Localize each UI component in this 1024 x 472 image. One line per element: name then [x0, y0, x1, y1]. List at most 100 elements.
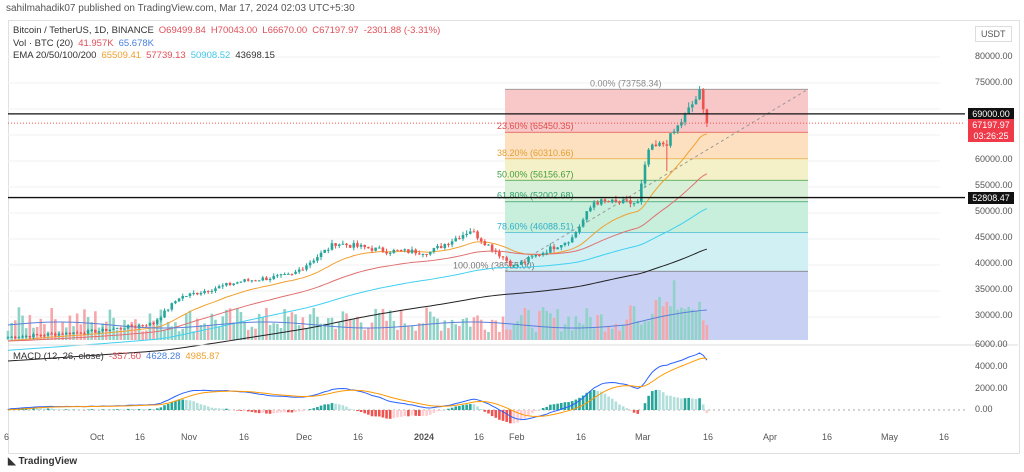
candle — [319, 252, 323, 258]
macd-histogram-bar — [90, 409, 94, 410]
candle — [658, 142, 661, 146]
volume-bar — [24, 328, 28, 340]
volume-bar — [239, 311, 243, 340]
macd-histogram-bar — [356, 410, 359, 412]
volume-bar — [163, 329, 166, 340]
candle — [104, 328, 108, 332]
macd-histogram-bar — [141, 409, 144, 410]
macd-histogram-bar — [643, 403, 647, 410]
candle — [665, 144, 669, 146]
time-tick: Oct — [90, 432, 105, 442]
macd-histogram-bar — [436, 410, 439, 412]
candle — [352, 243, 356, 248]
candle — [563, 242, 567, 246]
volume-bar — [559, 331, 563, 340]
volume-bar — [367, 328, 370, 340]
open: O69499.84 — [158, 25, 206, 36]
macd-histogram-bar — [534, 410, 538, 412]
candle — [134, 326, 137, 328]
candle — [640, 183, 643, 202]
volume-bar — [509, 329, 512, 340]
volume-bar — [94, 311, 97, 340]
candle — [629, 200, 632, 204]
candle — [669, 133, 672, 146]
candle — [556, 247, 559, 250]
candle — [603, 199, 607, 202]
candle — [585, 211, 589, 220]
macd-histogram-bar — [614, 401, 618, 410]
candle — [64, 332, 68, 335]
macd-histogram-bar — [374, 410, 377, 417]
volume-bar — [694, 311, 698, 340]
macd-histogram-bar — [134, 409, 137, 410]
volume-bar — [148, 313, 152, 340]
candle — [185, 295, 188, 297]
volume-bar — [308, 314, 312, 340]
fib-level-label: 23.60% (65450.35) — [497, 121, 574, 131]
macd-tick: 0.00 — [975, 404, 993, 414]
macd-histogram-bar — [312, 408, 316, 410]
candle — [72, 332, 75, 335]
candle — [607, 201, 610, 203]
time-tick: Feb — [509, 432, 525, 442]
volume-bar — [330, 317, 334, 340]
candle — [454, 238, 458, 242]
macd-histogram-bar — [283, 410, 286, 413]
volume-bar — [658, 296, 661, 340]
volume-bar — [672, 280, 676, 340]
macd-hist: -357.60 — [108, 351, 142, 362]
candle — [538, 254, 541, 256]
macd-histogram-bar — [195, 402, 199, 410]
candle — [559, 245, 563, 248]
volume-bar — [494, 320, 498, 340]
time-tick: 16 — [474, 432, 485, 442]
volume-bar — [195, 318, 199, 340]
macd-histogram-bar — [250, 410, 254, 412]
volume-bar — [432, 316, 436, 340]
candle — [439, 246, 443, 248]
candle — [461, 234, 465, 239]
volume-bar — [439, 330, 443, 340]
ema-200-line — [7, 248, 708, 362]
macd-histogram-bar — [490, 410, 494, 417]
tradingview-logo[interactable]: ◣ TradingView — [8, 456, 78, 467]
candle — [123, 328, 126, 330]
candle — [425, 254, 428, 256]
volume-bar — [323, 323, 326, 340]
candle — [243, 279, 246, 282]
macd-histogram-bar — [414, 410, 417, 416]
time-tick: 16 — [576, 432, 587, 442]
macd-histogram-bar — [301, 410, 305, 412]
volume-bar — [261, 317, 265, 340]
volume-bar — [698, 301, 701, 340]
volume-bar — [316, 316, 319, 340]
candle — [534, 254, 538, 257]
volume-bar — [75, 313, 79, 340]
macd-histogram-bar — [596, 391, 599, 410]
volume-bar — [680, 307, 683, 340]
candle — [691, 104, 694, 108]
macd-histogram-bar — [334, 403, 337, 410]
time-tick: 16 — [135, 432, 146, 442]
volume-bar — [188, 310, 192, 340]
high: H70043.00 — [210, 25, 258, 36]
currency-button[interactable]: USDT — [975, 26, 1012, 42]
signal-line — [7, 357, 707, 417]
macd-histogram-bar — [407, 410, 410, 417]
volume-bar — [123, 319, 126, 340]
chart-frame[interactable] — [8, 20, 1020, 454]
volume-bar — [468, 326, 472, 340]
candle — [24, 335, 28, 337]
volume-bar — [83, 309, 86, 340]
macd-histogram-bar — [545, 406, 549, 410]
fib-zone — [505, 158, 808, 181]
macd-value: 4628.28 — [146, 351, 181, 362]
macd-histogram-bar — [385, 410, 388, 419]
time-tick: 16 — [939, 432, 950, 442]
macd-histogram-bar — [221, 408, 225, 410]
candle — [341, 243, 345, 245]
candle — [32, 334, 35, 338]
candle — [345, 243, 348, 246]
candle — [596, 202, 599, 205]
